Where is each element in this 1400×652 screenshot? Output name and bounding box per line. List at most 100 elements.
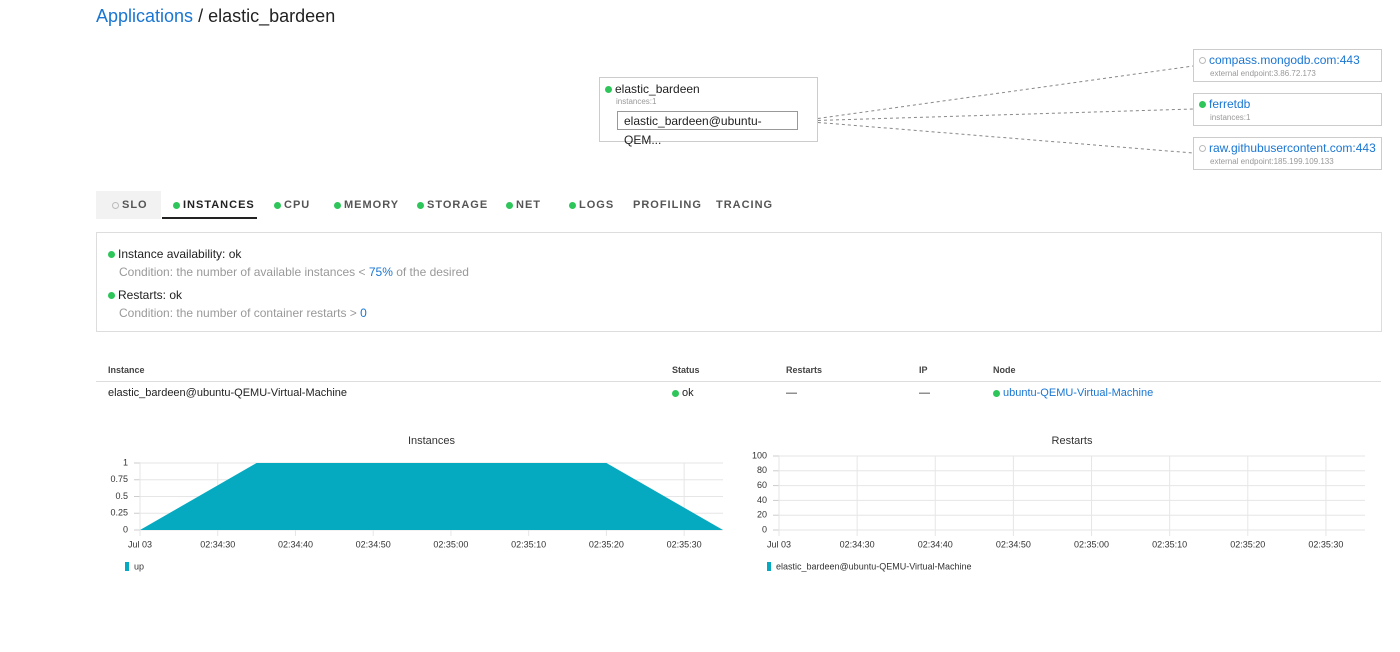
slo-condition: Condition: the number of container resta… — [119, 306, 357, 320]
status-dot — [605, 86, 612, 94]
tab-label: INSTANCES — [183, 199, 255, 211]
tab[interactable]: NET — [506, 199, 541, 211]
y-tick-label: 0.75 — [110, 474, 128, 484]
table-cell: — — [919, 387, 930, 399]
slo-title: Restarts: ok — [118, 288, 183, 302]
tab-label: NET — [516, 199, 541, 211]
table-header: IP — [919, 365, 928, 375]
slo-panel: Instance availability: ok Condition: the… — [96, 232, 1382, 332]
separator: / — [198, 6, 204, 26]
x-tick-label: 02:35:10 — [511, 539, 546, 549]
table-cell[interactable]: ubuntu-QEMU-Virtual-Machine — [993, 387, 1153, 399]
x-tick-label: 02:35:00 — [433, 539, 468, 549]
endpoint-node[interactable]: compass.mongodb.com:443 external endpoin… — [1193, 49, 1382, 82]
tab-label: PROFILING — [633, 199, 702, 211]
tab-active[interactable]: INSTANCES — [173, 199, 255, 211]
tab-label: SLO — [122, 199, 148, 211]
app-name: elastic_bardeen — [615, 82, 700, 96]
edge — [799, 120, 1194, 154]
x-tick-label: 02:34:40 — [278, 539, 313, 549]
tab[interactable]: SLO — [112, 199, 148, 211]
tab[interactable]: MEMORY — [334, 199, 399, 211]
edge — [799, 65, 1194, 122]
breadcrumb-link[interactable]: Applications — [96, 6, 194, 26]
area — [140, 463, 723, 530]
table-header: Restarts — [786, 365, 823, 375]
x-tick-label: 02:35:20 — [1230, 539, 1265, 549]
x-tick-label: 02:35:20 — [589, 539, 624, 549]
status-dot — [506, 201, 513, 209]
x-tick-label: 02:34:40 — [918, 539, 953, 549]
status-dot — [1199, 145, 1206, 153]
status-dot — [173, 201, 180, 209]
endpoint-node[interactable]: ferretdb instances:1 — [1193, 93, 1382, 126]
status-dot — [1199, 57, 1206, 65]
slo-condition: Condition: the number of available insta… — [119, 265, 366, 279]
tab-label: TRACING — [716, 199, 774, 211]
endpoint-node[interactable]: raw.githubusercontent.com:443 external e… — [1193, 137, 1382, 170]
tab[interactable]: LOGS — [569, 199, 614, 211]
status-dot — [108, 292, 115, 300]
slo-suffix: of the desired — [396, 265, 469, 279]
chart-title: Instances — [408, 435, 456, 447]
endpoint-name: compass.mongodb.com:443 — [1209, 53, 1360, 67]
tab[interactable]: STORAGE — [417, 199, 488, 211]
tab-label: LOGS — [579, 199, 615, 211]
x-tick-label: Jul 03 — [128, 539, 152, 549]
status-dot — [569, 201, 576, 209]
legend-swatch — [125, 562, 129, 571]
slo-title: Instance availability: ok — [118, 247, 242, 261]
x-tick-label: 02:34:50 — [356, 539, 391, 549]
y-tick-label: 1 — [123, 457, 128, 467]
y-tick-label: 40 — [757, 495, 767, 505]
legend-swatch — [767, 562, 771, 571]
edge — [799, 108, 1194, 122]
y-tick-label: 0.25 — [110, 508, 128, 518]
endpoint-name: ferretdb — [1209, 97, 1251, 111]
status-dot — [417, 201, 424, 209]
y-tick-label: 80 — [757, 465, 767, 475]
slo-threshold: 75% — [368, 265, 393, 279]
table-rule — [96, 381, 1381, 382]
y-tick-label: 0 — [762, 524, 767, 534]
breadcrumb: Applications / elastic_bardeen — [96, 6, 335, 27]
table-cell: elastic_bardeen@ubuntu-QEMU-Virtual-Mach… — [108, 387, 348, 399]
x-tick-label: 02:35:10 — [1152, 539, 1187, 549]
x-tick-label: 02:34:50 — [996, 539, 1031, 549]
instance-node[interactable]: elastic_bardeen@ubuntu-QEM... — [617, 111, 798, 147]
table-cell: ok — [672, 387, 694, 399]
y-tick-label: 0 — [123, 524, 128, 534]
current-app: elastic_bardeen — [208, 6, 336, 26]
y-tick-label: 20 — [757, 510, 767, 520]
cell-link[interactable]: ubuntu-QEMU-Virtual-Machine — [1003, 387, 1154, 399]
endpoint-name: raw.githubusercontent.com:443 — [1209, 141, 1376, 155]
x-tick-label: 02:34:30 — [840, 539, 875, 549]
tab[interactable]: CPU — [274, 199, 310, 211]
endpoint-detail: instances:1 — [1210, 113, 1251, 122]
endpoint-detail: external endpoint:3.86.72.173 — [1210, 69, 1316, 78]
tab-bg — [96, 191, 161, 219]
status-dot — [274, 201, 281, 209]
tab-label: CPU — [284, 199, 311, 211]
tab-label: MEMORY — [344, 199, 400, 211]
app-node[interactable]: elastic_bardeen instances:1 elastic_bard… — [599, 77, 818, 147]
status-dot — [334, 201, 341, 209]
app-detail: instances:1 — [616, 97, 657, 106]
endpoint-detail: external endpoint:185.199.109.133 — [1210, 157, 1334, 166]
y-tick-label: 0.5 — [115, 491, 128, 501]
cell-text: ok — [682, 387, 694, 399]
table-header: Instance — [108, 365, 145, 375]
x-tick-label: 02:35:30 — [667, 539, 702, 549]
x-tick-label: 02:34:30 — [200, 539, 235, 549]
tab[interactable]: TRACING — [716, 199, 773, 211]
tab[interactable]: PROFILING — [633, 199, 702, 211]
tab-label: STORAGE — [427, 199, 489, 211]
status-dot — [993, 389, 1000, 397]
status-dot — [1199, 101, 1206, 109]
y-tick-label: 100 — [752, 450, 767, 460]
chart-title: Restarts — [1052, 435, 1093, 447]
table-header: Status — [672, 365, 700, 375]
slo-threshold: 0 — [360, 306, 367, 320]
status-dot — [672, 389, 679, 397]
